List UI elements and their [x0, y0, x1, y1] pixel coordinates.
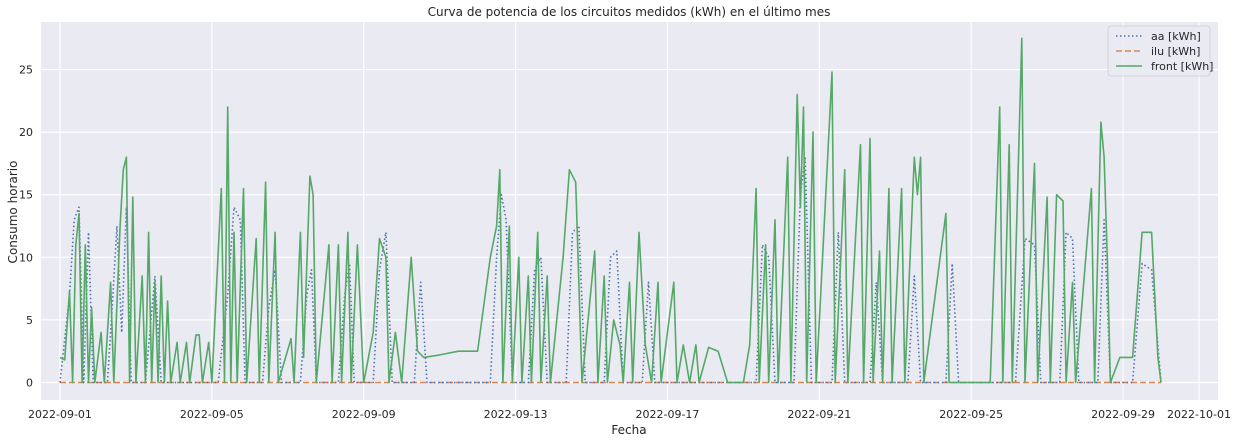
legend-box [1107, 25, 1211, 77]
series-line-2 [59, 37, 1162, 384]
legend-label-0: aa [kWh] [1151, 30, 1201, 43]
x-tick-label: 2022-09-21 [787, 408, 851, 421]
y-tick-label: 0 [26, 376, 33, 389]
x-tick-label: 2022-09-17 [635, 408, 699, 421]
series-line-0 [59, 156, 1162, 384]
tick-labels: 2022-09-01 2022-09-05 2022-09-09 2022-09-13… [19, 64, 1231, 421]
legend-label-2: front [kWh] [1151, 60, 1213, 73]
x-tick-label: 2022-09-09 [332, 408, 396, 421]
x-tick-label: 2022-09-13 [484, 408, 548, 421]
legend: aa [kWh] ilu [kWh] front [kWh] [1107, 25, 1213, 77]
x-tick-label: 2022-09-05 [180, 408, 244, 421]
y-tick-label: 10 [19, 251, 33, 264]
y-tick-label: 15 [19, 189, 33, 202]
legend-label-1: ilu [kWh] [1151, 45, 1200, 58]
chart-title: Curva de potencia de los circuitos medid… [428, 5, 831, 19]
plot-area [41, 22, 1218, 400]
x-tick-label: 2022-10-01 [1167, 408, 1231, 421]
y-tick-label: 25 [19, 64, 33, 77]
x-tick-label: 2022-09-25 [939, 408, 1003, 421]
x-axis-title: Fecha [611, 423, 646, 437]
y-tick-label: 20 [19, 126, 33, 139]
y-tick-label: 5 [26, 314, 33, 327]
series-layer [59, 37, 1162, 384]
x-tick-label: 2022-09-01 [28, 408, 92, 421]
x-tick-label: 2022-09-29 [1091, 408, 1155, 421]
y-axis-title: Consumo horario [6, 161, 20, 264]
gridlines [41, 22, 1218, 400]
